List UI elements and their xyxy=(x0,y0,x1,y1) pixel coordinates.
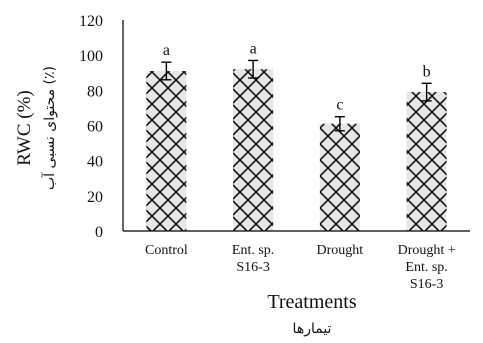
error-bars xyxy=(161,59,432,132)
x-tick-label: S16-3 xyxy=(410,277,443,292)
y-axis-title: RWC (%) xyxy=(14,90,35,165)
significance-letters: a a c b xyxy=(163,40,431,113)
x-axis-title-secondary: تیمارها xyxy=(293,321,332,337)
y-tick-label: 0 xyxy=(95,224,103,241)
error-bar xyxy=(248,59,259,79)
x-tick-label: Ent. sp. xyxy=(232,243,274,258)
y-tick-label: 20 xyxy=(87,189,103,206)
x-axis-title: Treatments xyxy=(267,291,356,313)
significance-letter: a xyxy=(163,42,170,59)
bar xyxy=(406,92,447,231)
x-tick-label: Drought xyxy=(317,243,364,258)
bar xyxy=(319,123,360,231)
x-tick-label: Ent. sp. xyxy=(405,260,447,275)
x-axis-categories: Control Ent. sp. S16-3 Drought Drought + Ent.… xyxy=(145,243,456,292)
y-tick-label: 40 xyxy=(87,154,103,171)
x-tick-label: Control xyxy=(145,243,188,258)
x-tick-label: S16-3 xyxy=(236,260,269,275)
y-tick-label: 60 xyxy=(87,119,103,136)
significance-letter: a xyxy=(250,40,257,57)
y-tick-label: 120 xyxy=(79,13,103,30)
y-tick-label: 80 xyxy=(87,83,103,100)
x-tick-label: Drought + xyxy=(398,243,456,258)
y-axis-title-group: RWC (%) محتوای نسبی آب (٪) xyxy=(14,66,58,190)
y-axis-ticks: 0 20 40 60 80 100 120 xyxy=(79,13,103,241)
bar xyxy=(146,70,187,231)
bars xyxy=(146,69,447,231)
y-tick-label: 100 xyxy=(79,48,103,65)
y-axis-title-secondary: محتوای نسبی آب (٪) xyxy=(41,66,58,190)
error-bar xyxy=(161,61,172,81)
error-bar xyxy=(421,82,432,102)
error-bar xyxy=(334,116,345,132)
bar xyxy=(233,69,274,231)
significance-letter: b xyxy=(423,63,431,80)
significance-letter: c xyxy=(336,97,343,114)
